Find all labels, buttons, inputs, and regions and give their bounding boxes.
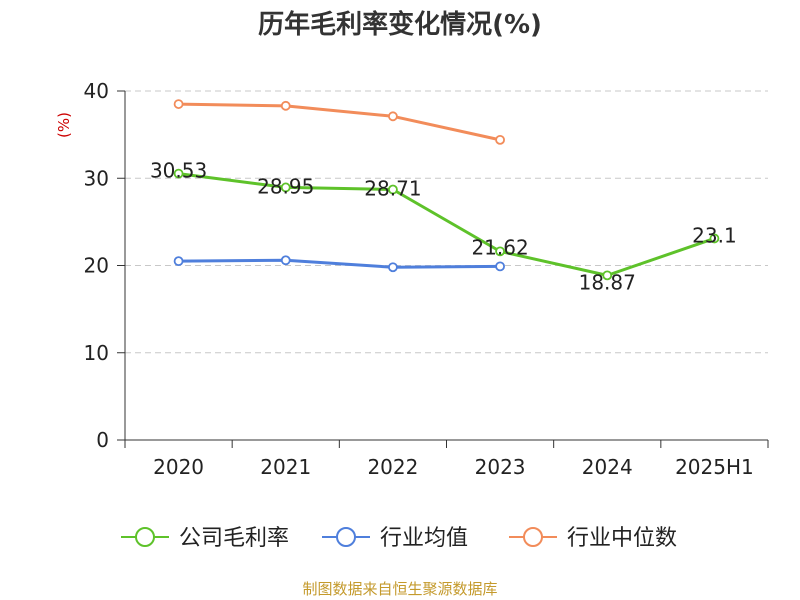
- legend-marker: [523, 527, 543, 547]
- y-axis-label: (%): [55, 112, 73, 138]
- x-tick-label: 2022: [367, 455, 418, 479]
- data-point: [280, 182, 291, 193]
- data-point: [495, 246, 505, 257]
- data-point: [173, 99, 184, 109]
- x-tick-label: 2025H1: [675, 455, 754, 479]
- legend-marker: [336, 527, 356, 547]
- data-point: [173, 168, 184, 179]
- series-line: [178, 172, 715, 277]
- data-label: 30.53: [150, 159, 207, 183]
- series-2: [173, 99, 505, 145]
- legend-marker: [135, 527, 155, 547]
- x-tick-label: 2020: [153, 455, 204, 479]
- data-point: [495, 134, 505, 145]
- series-line: [178, 258, 501, 269]
- legend-label: 行业中位数: [567, 526, 677, 551]
- x-tick-label: 2024: [582, 455, 633, 479]
- legend-label: 公司毛利率: [179, 526, 289, 551]
- data-point: [388, 111, 398, 122]
- legend-item-1: 行业均值: [322, 526, 468, 551]
- data-label: 23.1: [692, 223, 737, 247]
- data-point: [602, 270, 613, 281]
- series-line: [178, 102, 501, 142]
- data-label: 28.95: [257, 174, 314, 198]
- source-note: 制图数据来自恒生聚源数据库: [302, 580, 498, 598]
- axis-layer: 0 10 20 30 40 2020 2021 2022 2023 2024 2025H1 (%): [55, 79, 769, 479]
- x-tick-label: 2021: [260, 455, 311, 479]
- data-point: [280, 255, 291, 266]
- data-label-layer: 30.53 28.95 28.71 21.62 18.87 23.1: [150, 159, 737, 295]
- y-tick-label: 10: [84, 341, 109, 365]
- data-label: 18.87: [579, 270, 636, 294]
- data-label: 28.71: [364, 177, 421, 201]
- data-label: 21.62: [471, 235, 528, 259]
- x-tick-label: 2023: [475, 455, 526, 479]
- y-tick-label: 30: [84, 166, 109, 190]
- data-point: [709, 233, 720, 244]
- chart-title: 历年毛利率变化情况(%): [258, 10, 542, 40]
- data-point: [388, 184, 398, 195]
- y-tick-label: 0: [96, 428, 109, 452]
- data-point: [388, 262, 398, 273]
- legend-item-2: 行业中位数: [509, 526, 677, 551]
- series-1: [173, 255, 505, 273]
- legend: 公司毛利率 行业均值 行业中位数: [121, 526, 677, 551]
- legend-label: 行业均值: [380, 526, 468, 551]
- legend-item-0: 公司毛利率: [121, 526, 289, 551]
- data-point: [173, 256, 184, 267]
- data-point: [495, 261, 505, 272]
- y-tick-label: 20: [84, 254, 109, 278]
- series-0: [173, 168, 720, 281]
- y-tick-label: 40: [84, 79, 109, 103]
- series-layer: [173, 99, 720, 281]
- data-point: [280, 100, 291, 111]
